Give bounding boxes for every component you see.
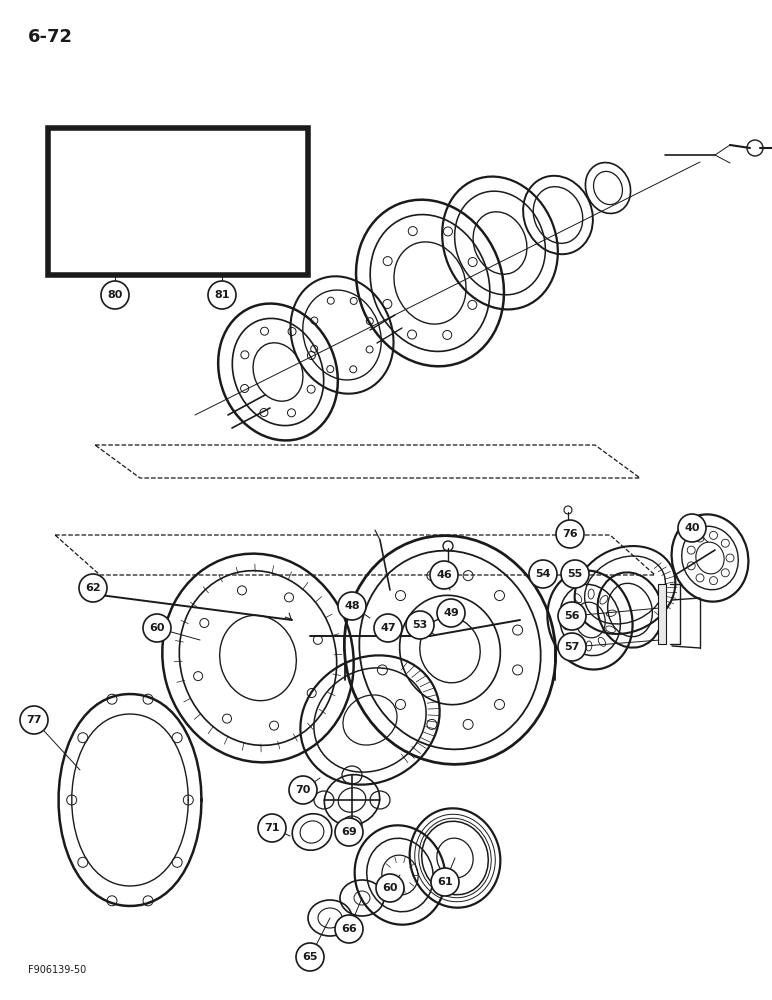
Circle shape	[338, 592, 366, 620]
Circle shape	[258, 814, 286, 842]
Circle shape	[558, 602, 586, 630]
Text: 48: 48	[344, 601, 360, 611]
Text: 70: 70	[296, 785, 310, 795]
Text: 77: 77	[26, 715, 42, 725]
Circle shape	[335, 818, 363, 846]
Text: 56: 56	[564, 611, 580, 621]
Text: 60: 60	[382, 883, 398, 893]
Text: 6-72: 6-72	[28, 28, 73, 46]
Circle shape	[437, 599, 465, 627]
Text: 40: 40	[684, 523, 699, 533]
Circle shape	[101, 281, 129, 309]
Bar	[658, 584, 666, 644]
Text: 81: 81	[215, 290, 230, 300]
Circle shape	[406, 611, 434, 639]
Text: 60: 60	[149, 623, 164, 633]
Circle shape	[335, 915, 363, 943]
Text: 53: 53	[412, 620, 428, 630]
Circle shape	[79, 574, 107, 602]
Text: 46: 46	[436, 570, 452, 580]
Circle shape	[208, 281, 236, 309]
Text: 76: 76	[562, 529, 577, 539]
Text: 65: 65	[303, 952, 318, 962]
Text: 69: 69	[341, 827, 357, 837]
Circle shape	[296, 943, 324, 971]
Text: 62: 62	[85, 583, 101, 593]
Circle shape	[678, 514, 706, 542]
Circle shape	[558, 633, 586, 661]
Text: 55: 55	[567, 569, 583, 579]
Text: F906139-50: F906139-50	[28, 965, 86, 975]
Text: 49: 49	[443, 608, 459, 618]
Circle shape	[561, 560, 589, 588]
Circle shape	[556, 520, 584, 548]
Text: 54: 54	[535, 569, 550, 579]
Text: 47: 47	[380, 623, 396, 633]
Text: 61: 61	[437, 877, 453, 887]
Circle shape	[430, 561, 458, 589]
Circle shape	[529, 560, 557, 588]
Circle shape	[143, 614, 171, 642]
Circle shape	[20, 706, 48, 734]
FancyBboxPatch shape	[48, 128, 308, 275]
Text: 80: 80	[107, 290, 123, 300]
Circle shape	[431, 868, 459, 896]
Circle shape	[374, 614, 402, 642]
Text: 71: 71	[264, 823, 279, 833]
Circle shape	[376, 874, 404, 902]
Circle shape	[289, 776, 317, 804]
Text: 57: 57	[564, 642, 580, 652]
Text: 66: 66	[341, 924, 357, 934]
